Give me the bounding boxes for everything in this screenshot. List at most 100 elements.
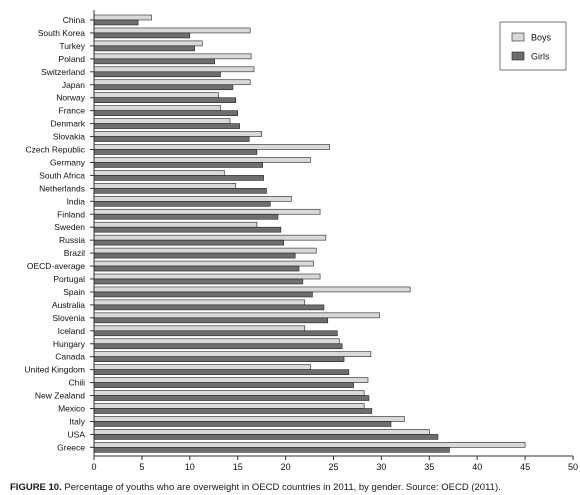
bar-girls-russia [93, 239, 284, 246]
bar-boys-mexico [93, 403, 365, 409]
category-label-mexico: Mexico [58, 404, 85, 414]
legend-swatch-boys [511, 32, 525, 42]
bar-boys-slovenia [93, 312, 380, 319]
bar-boys-australia [93, 299, 306, 306]
category-label-norway: Norway [56, 93, 86, 103]
x-tick-label-30: 30 [376, 462, 386, 472]
x-tick-label-10: 10 [185, 462, 195, 472]
bar-girls-switzerland [93, 71, 221, 78]
legend: Boys Girls [499, 21, 567, 71]
category-label-china: China [63, 15, 85, 25]
x-tick-label-45: 45 [520, 462, 530, 472]
category-label-south-korea: South Korea [38, 28, 86, 38]
chart-svg: China South Korea Turkey Poland Switzerland J… [25, 10, 578, 472]
x-tick-label-50: 50 [568, 462, 578, 472]
bar-girls-czech-republic [93, 149, 258, 155]
x-tick-label-25: 25 [328, 462, 338, 472]
category-label-denmark: Denmark [51, 119, 86, 129]
bar-girls-new-zealand [93, 395, 370, 401]
bar-boys-italy [93, 416, 405, 422]
category-label-greece: Greece [57, 442, 85, 452]
bar-boys-france [93, 105, 221, 111]
legend-label-boys: Boys [531, 33, 552, 43]
bar-boys-south-korea [93, 27, 251, 34]
category-label-canada: Canada [55, 352, 85, 362]
bar-boys-india [93, 196, 292, 202]
figure-caption: FIGURE 10. Percentage of youths who are … [10, 482, 501, 493]
category-label-sweden: Sweden [54, 222, 85, 232]
bar-boys-czech-republic [93, 144, 330, 150]
category-label-netherlands: Netherlands [39, 183, 85, 193]
category-label-switzerland: Switzerland [41, 67, 85, 77]
bar-boys-japan [93, 79, 251, 86]
category-label-germany: Germany [50, 157, 86, 167]
bar-girls-portugal [93, 278, 304, 285]
bar-girls-india [93, 201, 271, 207]
category-label-india: India [67, 196, 86, 206]
bar-boys-greece [93, 442, 526, 448]
bar-boys-portugal [93, 273, 321, 280]
legend-box [499, 21, 567, 71]
legend-label-girls: Girls [531, 52, 550, 62]
bar-girls-chili [93, 382, 354, 388]
category-label-brazil: Brazil [64, 248, 85, 258]
caption-label: FIGURE 10. [10, 482, 62, 493]
category-label-slovenia: Slovenia [52, 313, 85, 323]
bar-girls-norway [93, 97, 237, 103]
bar-boys-poland [93, 53, 252, 60]
bar-boys-usa [93, 429, 430, 435]
category-label-new-zealand: New Zealand [35, 391, 85, 401]
bar-girls-greece [93, 447, 450, 453]
bar-girls-slovenia [93, 317, 329, 324]
bar-girls-germany [93, 162, 263, 168]
category-label-oecd-average: OECD-average [27, 261, 85, 271]
bar-boys-norway [93, 92, 219, 98]
bar-girls-mexico [93, 408, 373, 414]
bar-boys-canada [93, 351, 372, 358]
category-label-hungary: Hungary [53, 339, 86, 349]
bar-girls-france [93, 110, 238, 116]
category-label-poland: Poland [59, 54, 86, 64]
bar-boys-hungary [93, 338, 340, 345]
bar-girls-usa [93, 434, 439, 440]
category-label-japan: Japan [62, 80, 85, 90]
bar-boys-iceland [93, 325, 306, 332]
category-label-finland: Finland [57, 209, 85, 219]
category-label-australia: Australia [52, 300, 85, 310]
category-label-italy: Italy [69, 416, 85, 426]
bar-boys-denmark [93, 118, 231, 124]
bar-girls-finland [93, 213, 279, 220]
category-label-portugal: Portugal [53, 274, 85, 284]
bar-girls-iceland [93, 330, 338, 337]
x-tick-label-35: 35 [424, 462, 434, 472]
category-label-spain: Spain [63, 287, 85, 297]
bar-boys-south-africa [93, 170, 225, 176]
caption-text: Percentage of youths who are overweight … [61, 482, 501, 493]
bars-layer [93, 14, 526, 453]
category-label-usa: USA [68, 429, 86, 439]
bar-boys-sweden [93, 221, 258, 228]
bar-girls-south-korea [93, 32, 191, 39]
category-label-czech-republic: Czech Republic [25, 145, 85, 155]
bar-girls-spain [93, 291, 313, 298]
bar-girls-brazil [93, 252, 296, 259]
bar-girls-canada [93, 356, 345, 363]
bar-boys-spain [93, 286, 411, 293]
bar-girls-hungary [93, 343, 343, 350]
category-label-turkey: Turkey [59, 41, 85, 51]
category-label-south-africa: South Africa [39, 170, 85, 180]
category-label-chili: Chili [68, 378, 85, 388]
bar-boys-slovakia [93, 131, 262, 137]
bar-boys-new-zealand [93, 390, 365, 396]
x-tick-label-20: 20 [281, 462, 291, 472]
bar-girls-oecd-average [93, 265, 300, 272]
x-axis: 0 5 10 15 20 25 30 35 40 45 50 [90, 10, 578, 472]
x-tick-label-40: 40 [472, 462, 482, 472]
x-tick-label-15: 15 [233, 462, 243, 472]
bar-girls-south-africa [93, 175, 264, 181]
bar-girls-turkey [93, 45, 195, 52]
bar-girls-netherlands [93, 188, 267, 194]
category-label-united-kingdom: United Kingdom [25, 365, 85, 375]
x-tick-label-0: 0 [91, 462, 96, 472]
bar-boys-netherlands [93, 183, 237, 189]
